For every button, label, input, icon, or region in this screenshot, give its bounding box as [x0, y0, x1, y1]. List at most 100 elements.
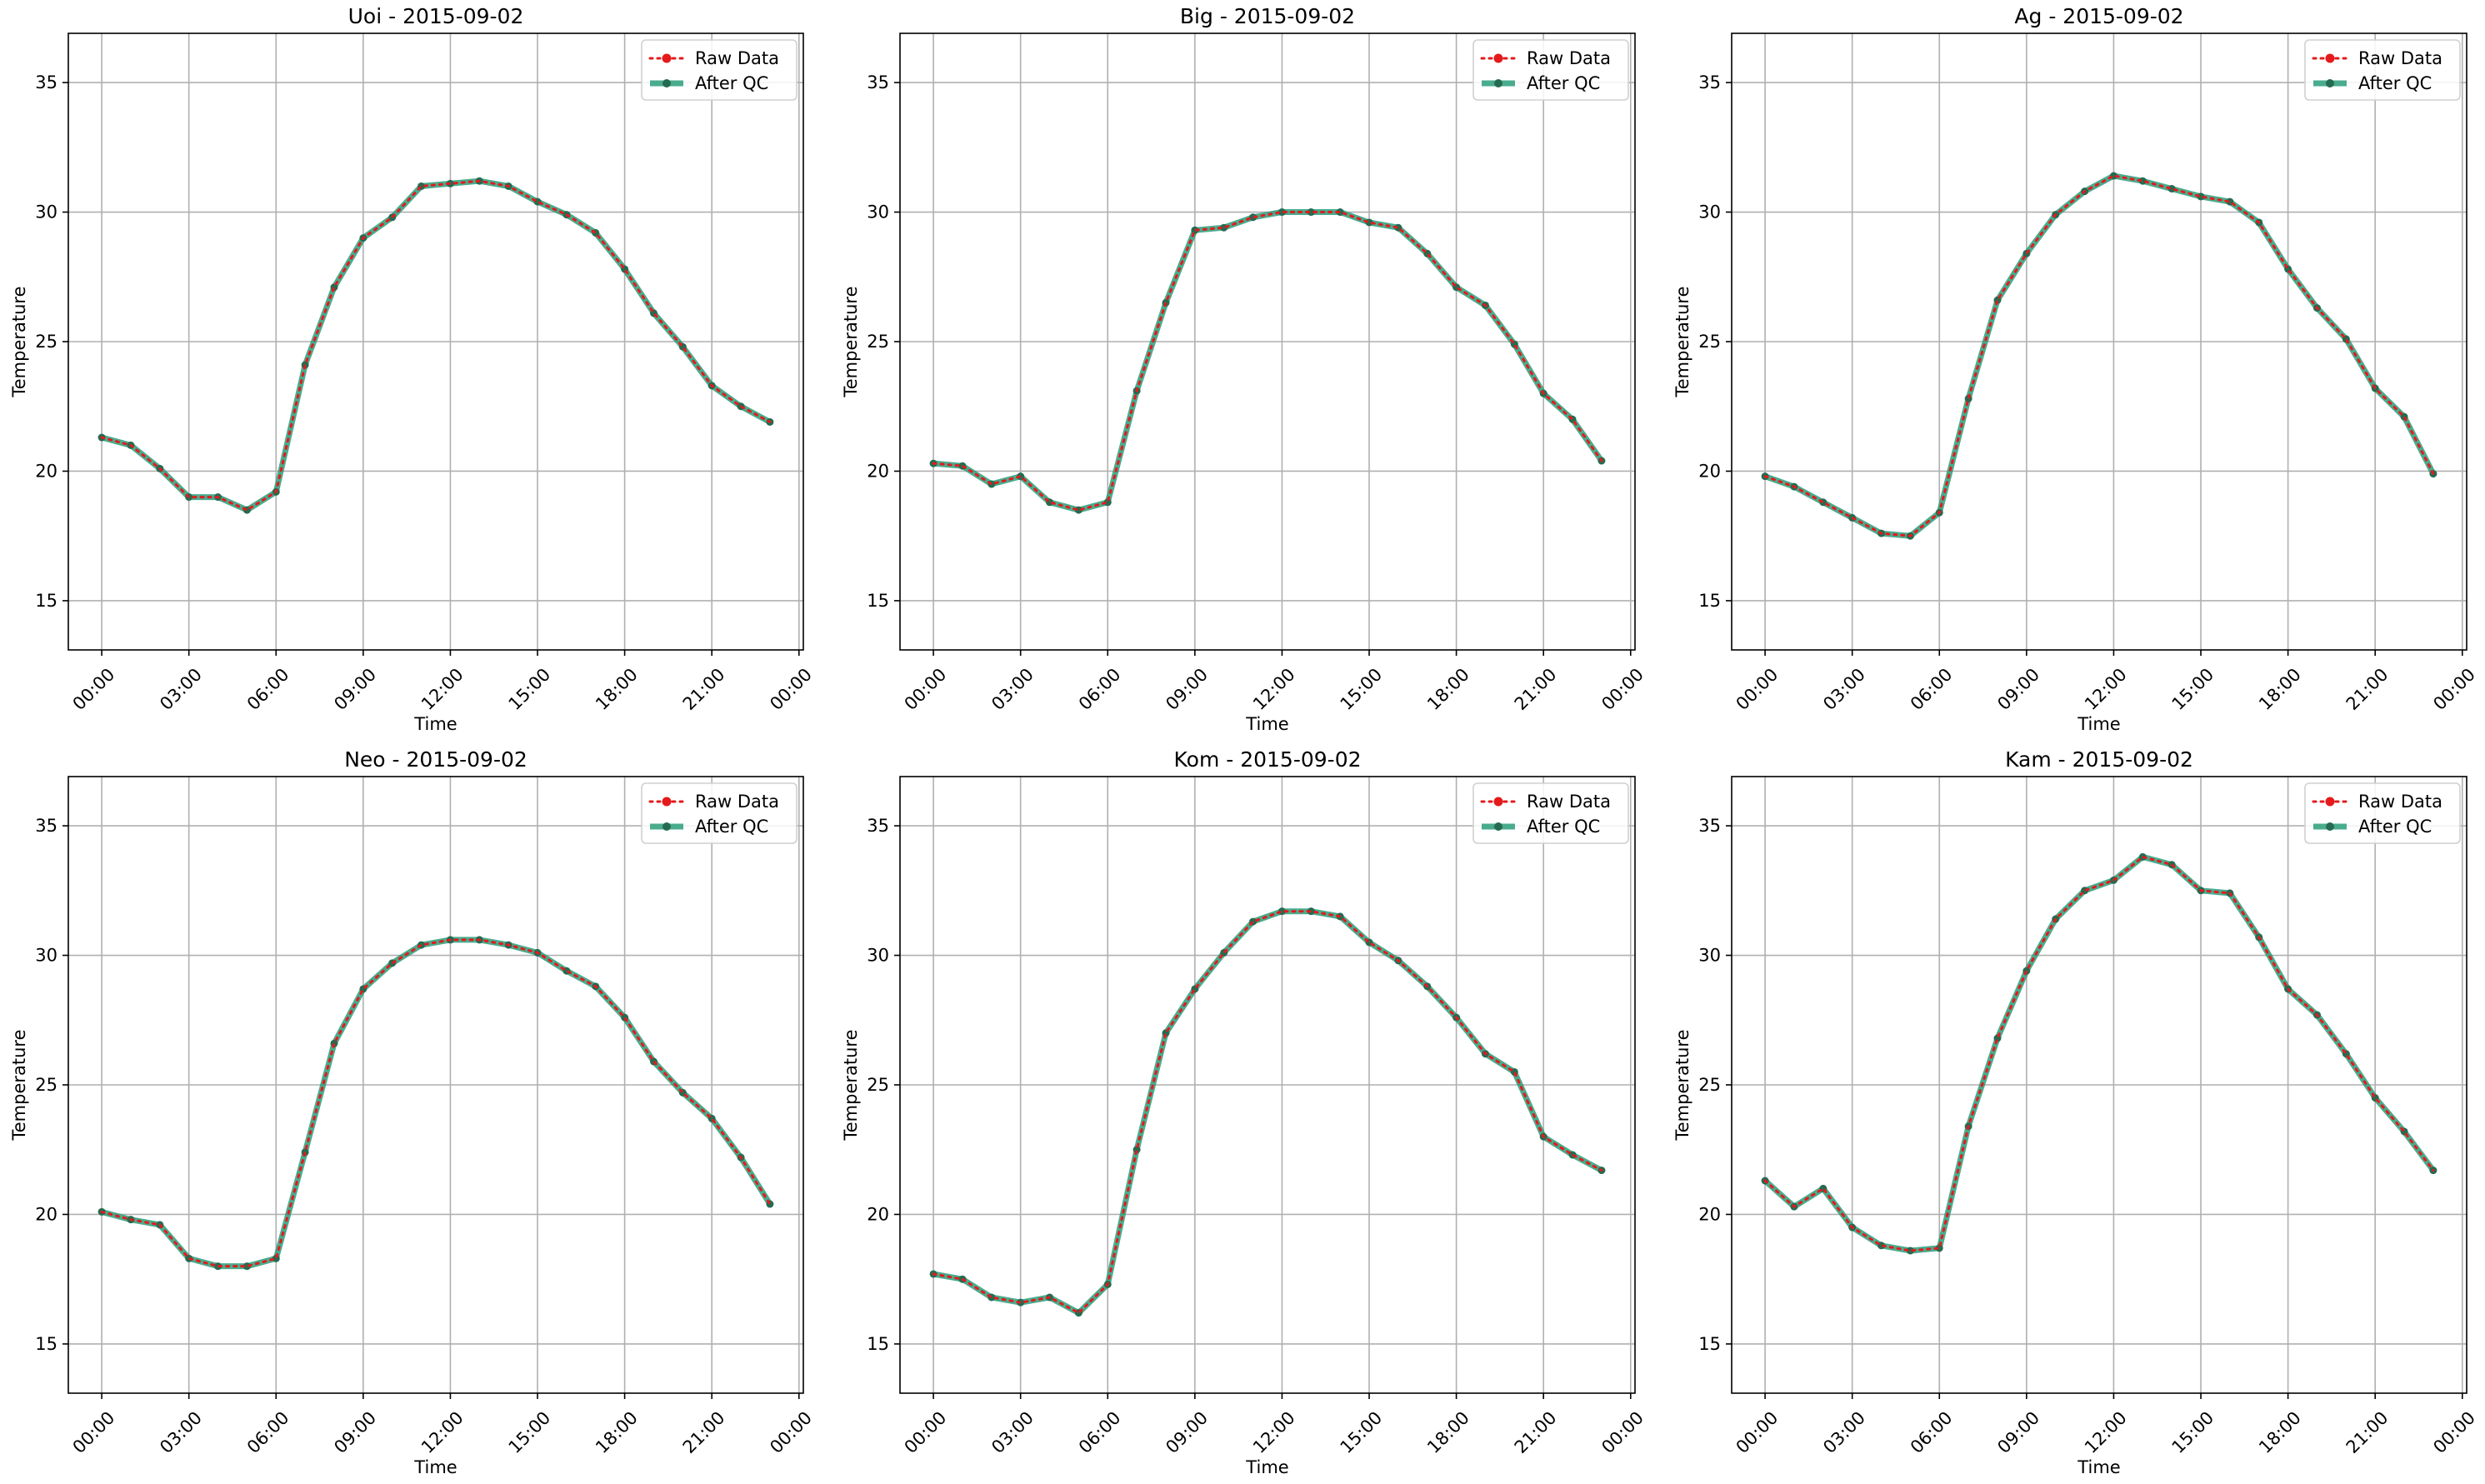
data-point-after-qc — [1132, 1146, 1141, 1154]
x-tick-label: 09:00 — [1993, 1407, 2043, 1457]
x-tick-label: 06:00 — [243, 1407, 293, 1457]
x-tick-label: 15:00 — [1337, 664, 1387, 714]
x-tick-label: 09:00 — [1162, 1407, 1212, 1457]
x-tick-label: 15:00 — [1337, 1407, 1387, 1457]
x-axis-label: Time — [413, 714, 457, 734]
y-tick-label: 35 — [1698, 72, 1721, 92]
y-axis-label: Temperature — [1672, 1029, 1692, 1141]
x-tick-label: 00:00 — [766, 1407, 816, 1457]
chart-title: Uoi - 2015-09-02 — [348, 4, 524, 28]
series-line-raw-data — [100, 938, 772, 1268]
legend: Raw Data After QC — [641, 39, 798, 101]
x-tick-label: 21:00 — [679, 664, 729, 714]
chart-panel: Uoi - 2015-09-02 15 20 25 30 35 00:00 03:00 06:0… — [9, 4, 816, 734]
data-point-after-qc — [1191, 226, 1199, 234]
x-tick-label: 12:00 — [2081, 664, 2131, 714]
legend-marker-raw-data — [1493, 797, 1503, 807]
y-tick-label: 20 — [1698, 461, 1721, 481]
y-tick-label: 20 — [35, 461, 58, 481]
series-line-after-qc — [932, 209, 1604, 513]
x-tick-label: 18:00 — [592, 664, 642, 714]
y-tick-label: 30 — [1698, 946, 1721, 966]
y-tick-label: 25 — [35, 332, 58, 352]
x-tick-label: 21:00 — [1511, 1407, 1561, 1457]
legend-marker-after-qc — [1494, 79, 1502, 87]
legend-label-after-qc: After QC — [695, 817, 768, 837]
x-tick-label: 18:00 — [592, 1407, 642, 1457]
x-tick-label: 00:00 — [766, 664, 816, 714]
x-tick-label: 09:00 — [1993, 664, 2043, 714]
x-tick-label: 15:00 — [2168, 1407, 2218, 1457]
y-tick-label: 15 — [35, 1334, 58, 1354]
y-tick-label: 25 — [1698, 332, 1721, 352]
y-tick-label: 30 — [35, 202, 58, 222]
x-tick-label: 18:00 — [2255, 1407, 2305, 1457]
series-line-raw-data — [1763, 855, 2435, 1252]
x-tick-label: 12:00 — [1249, 1407, 1299, 1457]
y-tick-label: 20 — [867, 1204, 889, 1224]
legend-label-raw-data: Raw Data — [2358, 792, 2442, 812]
y-tick-label: 15 — [1698, 591, 1721, 611]
x-tick-label: 00:00 — [901, 664, 951, 714]
legend-marker-raw-data — [662, 53, 672, 63]
x-tick-label: 06:00 — [1075, 664, 1125, 714]
series-line-raw-data — [1763, 174, 2435, 537]
x-tick-label: 09:00 — [330, 1407, 380, 1457]
series-line-after-qc — [101, 177, 772, 513]
series-line-after-qc — [932, 908, 1603, 1317]
legend-marker-after-qc — [662, 79, 671, 87]
x-tick-label: 03:00 — [1819, 1407, 1869, 1457]
y-tick-label: 15 — [1698, 1334, 1721, 1354]
x-axis-label: Time — [2077, 1457, 2120, 1477]
legend-marker-raw-data — [2325, 53, 2335, 63]
x-tick-label: 00:00 — [2429, 1407, 2479, 1457]
legend-label-after-qc: After QC — [695, 73, 768, 93]
x-tick-label: 00:00 — [1732, 1407, 1782, 1457]
chart-panel: Kom - 2015-09-02 15 20 25 30 35 00:00 03:00 06:0… — [841, 747, 1648, 1477]
x-tick-label: 12:00 — [1249, 664, 1299, 714]
data-point-after-qc — [1278, 208, 1286, 217]
legend-label-after-qc: After QC — [1527, 73, 1600, 93]
x-tick-label: 09:00 — [1162, 664, 1212, 714]
x-tick-label: 06:00 — [1907, 664, 1957, 714]
x-tick-label: 00:00 — [69, 664, 119, 714]
y-tick-label: 30 — [867, 946, 889, 966]
y-tick-label: 35 — [867, 816, 889, 836]
x-tick-label: 00:00 — [901, 1407, 951, 1457]
legend: Raw Data After QC — [1472, 39, 1629, 101]
y-axis-label: Temperature — [841, 286, 861, 397]
y-tick-label: 35 — [867, 72, 889, 92]
chart-panel: Neo - 2015-09-02 15 20 25 30 35 00:00 03:00 06:0… — [9, 747, 816, 1477]
data-point-after-qc — [272, 1254, 280, 1262]
data-point-after-qc — [1074, 506, 1082, 514]
legend-marker-after-qc — [662, 822, 671, 831]
legend-label-raw-data: Raw Data — [2358, 48, 2442, 68]
legend-marker-after-qc — [2326, 79, 2334, 87]
legend: Raw Data After QC — [641, 782, 798, 844]
data-point-after-qc — [1103, 498, 1112, 507]
y-tick-label: 35 — [35, 72, 58, 92]
series-line-after-qc — [1763, 172, 2437, 539]
x-tick-label: 06:00 — [1075, 1407, 1125, 1457]
chart-panel: Kam - 2015-09-02 15 20 25 30 35 00:00 03:00 06:0… — [1672, 747, 2479, 1477]
chart-title: Big - 2015-09-02 — [1180, 4, 1355, 28]
x-tick-label: 09:00 — [330, 664, 380, 714]
legend-marker-raw-data — [2325, 797, 2335, 807]
x-tick-label: 03:00 — [156, 664, 206, 714]
y-axis-label: Temperature — [841, 1029, 861, 1141]
x-tick-label: 21:00 — [1511, 664, 1561, 714]
x-tick-label: 12:00 — [418, 664, 468, 714]
x-tick-label: 00:00 — [1732, 664, 1782, 714]
y-tick-label: 20 — [35, 1204, 58, 1224]
series-line-after-qc — [1762, 853, 2436, 1254]
chart-panel: Big - 2015-09-02 15 20 25 30 35 00:00 03:00 06:0… — [841, 4, 1648, 734]
x-tick-label: 06:00 — [243, 664, 293, 714]
x-tick-label: 18:00 — [1423, 1407, 1473, 1457]
legend-label-raw-data: Raw Data — [695, 48, 779, 68]
x-tick-label: 03:00 — [1819, 664, 1869, 714]
chart-panel: Ag - 2015-09-02 15 20 25 30 35 00:00 03:00 06:00… — [1672, 4, 2479, 734]
y-tick-label: 20 — [1698, 1204, 1721, 1224]
y-tick-label: 35 — [35, 816, 58, 836]
y-tick-label: 25 — [35, 1075, 58, 1095]
data-point-after-qc — [1906, 1247, 1914, 1255]
